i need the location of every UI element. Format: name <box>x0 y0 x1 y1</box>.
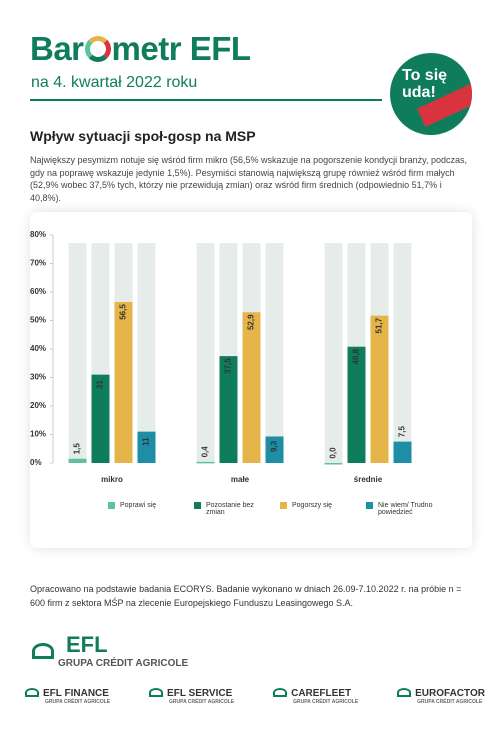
background-bar <box>265 243 284 463</box>
x-tick-label: średnie <box>354 475 383 484</box>
value-label: 0,0 <box>329 447 338 459</box>
background-bar <box>393 243 412 463</box>
brand-sub: GRUPA CRÉDIT AGRICOLE <box>293 699 359 705</box>
y-tick-label: 50% <box>30 316 46 325</box>
intro: Największy pesymizm notuje się wśród fir… <box>30 155 468 203</box>
logo-ring <box>84 36 111 62</box>
bar <box>219 356 238 463</box>
value-label: 40,8 <box>352 348 361 364</box>
brand-icon <box>149 688 164 697</box>
value-label: 9,3 <box>270 440 279 452</box>
value-label: 52,9 <box>247 314 256 330</box>
rule <box>30 99 382 101</box>
y-tick-label: 70% <box>30 259 46 268</box>
bar <box>347 346 366 463</box>
brand-name: EFL SERVICE <box>167 688 233 699</box>
brand-sub: GRUPA CRÉDIT AGRICOLE <box>45 699 111 705</box>
brand-name: EFL FINANCE <box>43 688 109 699</box>
background-bar <box>324 243 343 463</box>
legend-label: Nie wiem/ Trudno powiedzieć <box>378 502 433 516</box>
footer-note: Opracowano na podstawie badania ECORYS. … <box>30 584 462 608</box>
value-label: 37,5 <box>224 358 233 374</box>
legend-swatch <box>194 502 201 509</box>
x-tick-label: mikro <box>101 475 123 484</box>
logo-end: metr EFL <box>111 30 252 67</box>
bar <box>196 461 215 464</box>
legend-swatch <box>108 502 115 509</box>
bar <box>114 301 133 463</box>
section-title: Wpływ sytuacji społ-gosp na MSP <box>30 128 256 144</box>
bar <box>393 441 412 463</box>
legend-label: Pozostanie bez zmian <box>206 502 254 516</box>
bar <box>242 312 261 463</box>
value-label: 7,5 <box>398 426 407 438</box>
brand: EFL FINANCE GRUPA CRÉDIT AGRICOLE <box>25 688 110 705</box>
y-tick-label: 80% <box>30 230 46 239</box>
logo: Bar metr EFL <box>30 30 251 68</box>
value-label: 56,5 <box>119 304 128 320</box>
y-tick-label: 30% <box>30 373 46 382</box>
y-tick-label: 0% <box>30 458 42 467</box>
legend-swatch <box>366 502 373 509</box>
bar <box>137 431 156 463</box>
legend-item: Nie wiem/ Trudno powiedzieć <box>366 502 438 516</box>
brand: CAREFLEET GRUPA CRÉDIT AGRICOLE <box>273 688 358 705</box>
value-label: 11 <box>142 437 151 446</box>
x-tick-label: małe <box>231 475 250 484</box>
bar <box>324 463 343 465</box>
legend-label: Pogorszy się <box>292 502 333 509</box>
brand-icon <box>397 688 412 697</box>
brand-sub: GRUPA CRÉDIT AGRICOLE <box>417 699 483 705</box>
background-bar <box>137 243 156 463</box>
subtitle: na 4. kwartał 2022 roku <box>31 74 198 91</box>
chart-card: 0% 10% 20% 30% 40% 50% 60% 70% 80% mikro 1,5 31 56,5… <box>30 212 472 548</box>
bar <box>91 374 110 463</box>
y-tick-label: 10% <box>30 430 46 439</box>
legend-item: Pogorszy się <box>280 502 352 516</box>
brand: EUROFACTOR GRUPA CRÉDIT AGRICOLE <box>397 688 485 705</box>
value-label: 0,4 <box>201 446 210 458</box>
background-bar <box>68 243 87 463</box>
legend-item: Pozostanie bez zmian <box>194 502 266 516</box>
efl-logo: EFL GRUPA CRÉDIT AGRICOLE <box>32 632 188 669</box>
background-bar <box>196 243 215 463</box>
legend: Poprawi się Pozostanie bez zmian Pogorszy … <box>108 502 438 516</box>
badge-text: To się uda! <box>402 67 448 101</box>
value-label: 1,5 <box>73 443 82 455</box>
legend-swatch <box>280 502 287 509</box>
bar <box>370 315 389 463</box>
legend-item: Poprawi się <box>108 502 180 516</box>
brand-sub: GRUPA CRÉDIT AGRICOLE <box>169 699 235 705</box>
chart: 0% 10% 20% 30% 40% 50% 60% 70% 80% mikro 1,5 31 56,5… <box>30 230 412 484</box>
value-label: 31 <box>96 380 105 389</box>
brand-icon <box>25 688 39 697</box>
y-tick-label: 40% <box>30 344 46 353</box>
brand-name: CAREFLEET <box>291 688 352 699</box>
y-tick-label: 20% <box>30 401 46 410</box>
value-label: 51,7 <box>375 317 384 333</box>
brand-icon <box>273 688 288 697</box>
efl-name: EFL <box>66 632 108 657</box>
brand-name: EUROFACTOR <box>415 688 485 699</box>
logo-start: Bar <box>30 30 84 67</box>
legend-label: Poprawi się <box>120 502 157 509</box>
bar <box>68 458 87 463</box>
y-tick-label: 60% <box>30 287 46 296</box>
badge: To się uda! <box>390 53 472 135</box>
brands: EFL FINANCE GRUPA CRÉDIT AGRICOLE EFL SERV… <box>25 688 485 705</box>
brand: EFL SERVICE GRUPA CRÉDIT AGRICOLE <box>149 688 234 705</box>
efl-sub: GRUPA CRÉDIT AGRICOLE <box>58 658 189 669</box>
bar <box>265 436 284 463</box>
